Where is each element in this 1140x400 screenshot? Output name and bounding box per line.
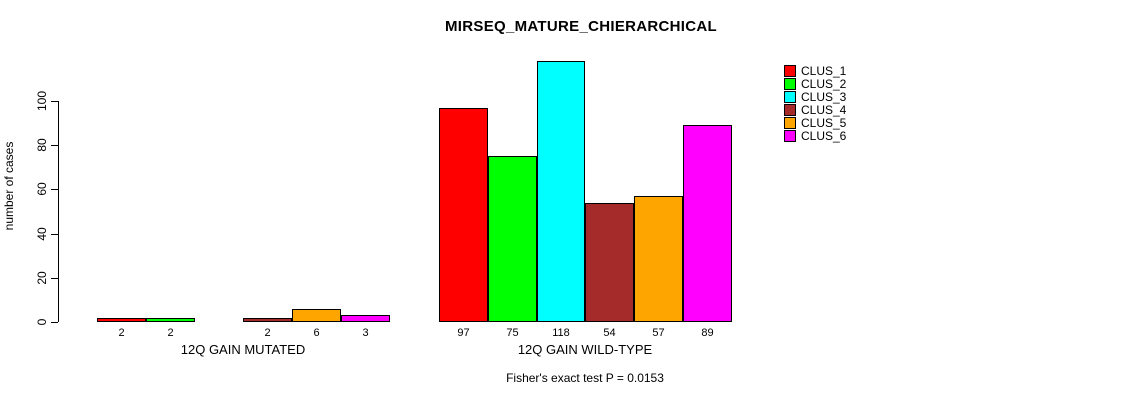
bar-value-label: 6	[313, 327, 320, 339]
bar-value-label: 89	[701, 327, 714, 339]
legend-color-swatch	[784, 129, 796, 142]
y-axis-tick-label: 100	[35, 90, 49, 112]
y-axis-tick-label: 0	[35, 318, 49, 326]
y-axis-tick-label: 80	[35, 138, 49, 152]
bar-clus_2-group2	[488, 156, 537, 322]
bar-value-label: 57	[652, 327, 665, 339]
bar-clus_2-group1	[146, 318, 195, 322]
group-label-wild-type: 12Q GAIN WILD-TYPE	[517, 342, 653, 357]
y-axis-tick-label: 60	[35, 182, 49, 196]
bar-clus_4-group1	[243, 318, 292, 322]
legend-label: CLUS_2	[801, 76, 847, 91]
bar-clus_3-group2	[537, 61, 585, 322]
legend-item-clus_3: CLUS_3	[784, 90, 846, 103]
legend-item-clus_6: CLUS_6	[784, 129, 846, 142]
y-axis-tick	[51, 322, 58, 323]
legend-color-swatch	[784, 103, 796, 116]
fisher-test-annotation: Fisher's exact test P = 0.0153	[506, 371, 664, 385]
legend-label: CLUS_3	[801, 89, 847, 104]
bar-clus_5-group2	[634, 196, 683, 322]
bar-clus_5-group1	[292, 309, 341, 322]
bar-value-label: 54	[603, 327, 616, 339]
bar-clus_1-group1	[97, 318, 146, 322]
bar-clus_4-group2	[585, 203, 634, 322]
legend-color-swatch	[784, 90, 796, 103]
y-axis-line	[58, 101, 59, 322]
bar-value-label: 75	[506, 327, 519, 339]
legend-label: CLUS_6	[801, 128, 847, 143]
y-axis-tick	[51, 234, 58, 235]
y-axis-tick	[51, 101, 58, 102]
legend-color-swatch	[784, 64, 796, 77]
legend-color-swatch	[784, 116, 796, 129]
legend-color-swatch	[784, 77, 796, 90]
legend-label: CLUS_4	[801, 102, 847, 117]
bar-value-label: 2	[264, 327, 271, 339]
legend-item-clus_1: CLUS_1	[784, 64, 846, 77]
chart-title: MIRSEQ_MATURE_CHIERARCHICAL	[445, 18, 717, 35]
y-axis-tick-label: 20	[35, 271, 49, 285]
y-axis-tick	[51, 278, 58, 279]
bar-clus_6-group1	[341, 315, 390, 322]
legend-label: CLUS_1	[801, 63, 847, 78]
bar-clus_1-group2	[439, 108, 488, 322]
group-label-mutated: 12Q GAIN MUTATED	[180, 342, 306, 357]
y-axis-tick	[51, 145, 58, 146]
legend-item-clus_2: CLUS_2	[784, 77, 846, 90]
y-axis-tick	[51, 189, 58, 190]
bar-value-label: 3	[362, 327, 369, 339]
legend-item-clus_5: CLUS_5	[784, 116, 846, 129]
bar-value-label: 118	[552, 327, 570, 339]
bar-value-label: 97	[457, 327, 470, 339]
y-axis-tick-label: 40	[35, 227, 49, 241]
bar-value-label: 2	[167, 327, 174, 339]
legend-label: CLUS_5	[801, 115, 847, 130]
bar-clus_6-group2	[683, 125, 732, 322]
bar-value-label: 2	[118, 327, 125, 339]
y-axis-label: number of cases	[2, 141, 16, 231]
legend-item-clus_4: CLUS_4	[784, 103, 846, 116]
